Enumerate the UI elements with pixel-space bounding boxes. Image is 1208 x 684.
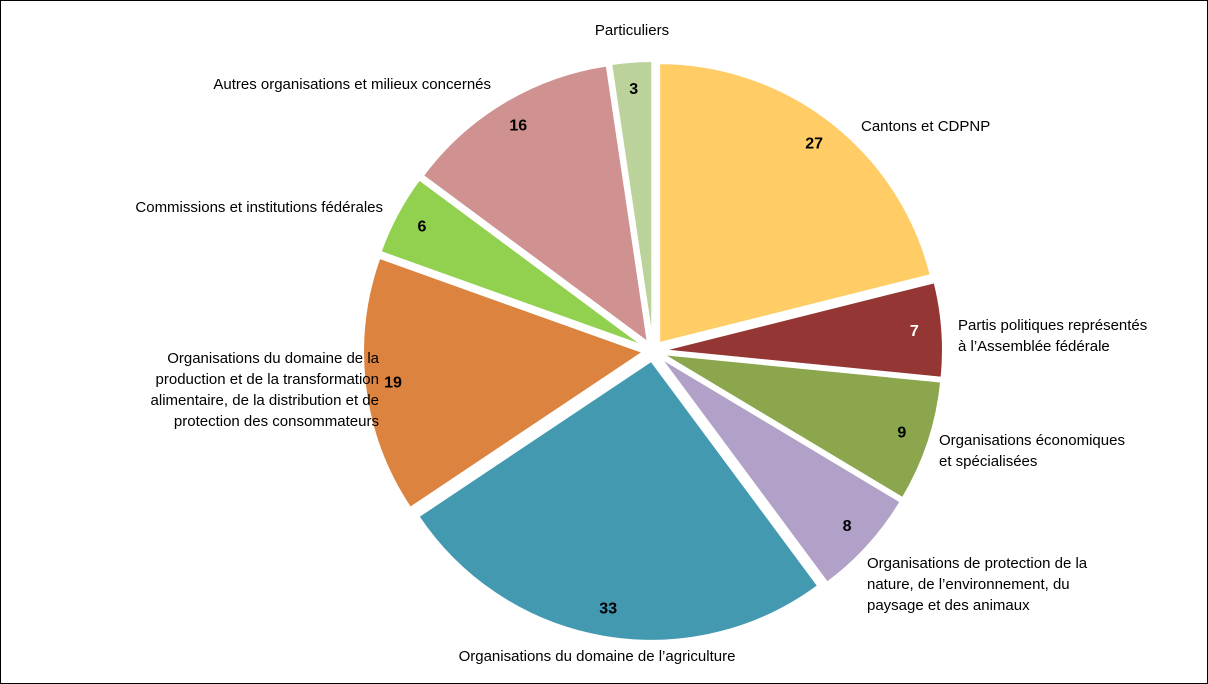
value-label: 33 (599, 600, 617, 617)
slice-label: Particuliers (594, 22, 670, 39)
slice-label: Organisations du domaine de l’agricultur… (458, 648, 736, 665)
pie-slice (610, 60, 654, 342)
pie-slice (379, 178, 645, 348)
pie-slice (661, 353, 943, 500)
slice-label: Partis politiques représentés à l’Assemb… (958, 317, 1148, 355)
pie-slice (362, 256, 646, 510)
pie-slice (658, 62, 932, 345)
value-label: 9 (897, 424, 906, 441)
pie-slice (662, 281, 944, 379)
slice-label: Organisations de protection de la nature… (867, 555, 1088, 614)
pie-slice (659, 356, 902, 585)
value-label: 7 (910, 323, 919, 340)
pie-slice (421, 64, 650, 345)
slice-label: Commissions et institutions fédérales (135, 199, 383, 216)
value-label: 3 (629, 81, 638, 98)
value-label: 8 (843, 518, 852, 535)
slice-label: Organisations du domaine de la productio… (150, 350, 379, 430)
value-label: 27 (805, 136, 823, 153)
slice-label: Organisations économiques et spécialisée… (939, 432, 1125, 470)
value-label: 19 (384, 374, 402, 391)
value-label: 16 (509, 117, 527, 134)
slice-label: Autres organisations et milieux concerné… (213, 76, 491, 93)
pie-slice (417, 359, 820, 642)
value-label: 6 (417, 219, 426, 236)
slice-label: Cantons et CDPNP (861, 118, 991, 135)
